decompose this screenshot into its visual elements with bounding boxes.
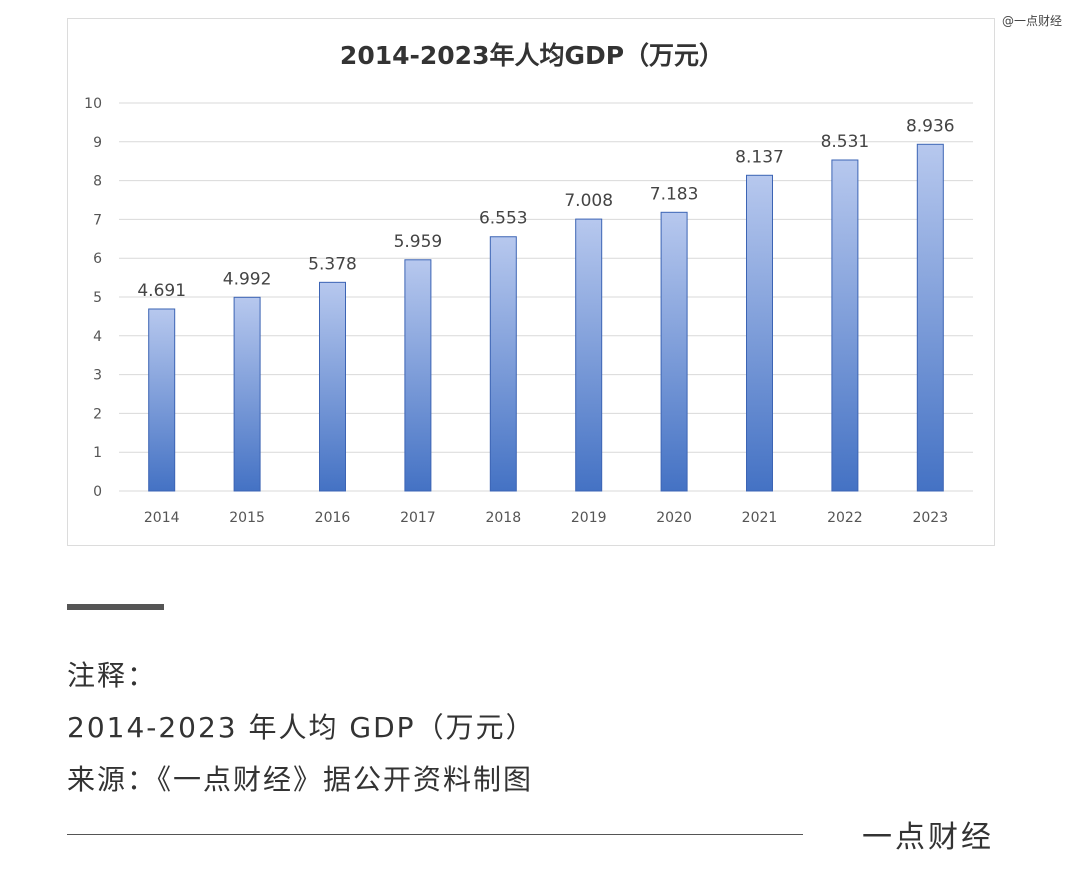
bar-2022 <box>831 159 859 492</box>
data-labels: 4.691 4.992 5.378 5.959 6.553 7.008 7.183 8.137… <box>137 116 954 301</box>
watermark-text: @一点财经 <box>1001 14 1062 28</box>
notes-heading: 注释： <box>67 659 158 692</box>
data-label-2021: 8.137 <box>735 147 784 167</box>
bar-2018 <box>489 236 517 492</box>
footer-divider <box>67 834 803 835</box>
y-tick-label: 0 <box>93 484 102 500</box>
x-tick-label-2023: 2023 <box>912 510 948 526</box>
data-label-2022: 8.531 <box>821 132 870 152</box>
bar-2014 <box>148 308 176 492</box>
x-tick-label-2022: 2022 <box>827 510 863 526</box>
x-tick-label-2020: 2020 <box>656 510 692 526</box>
bar-2019 <box>575 218 603 492</box>
x-axis-ticks: 2014 2015 2016 2017 2018 2019 2020 2021 2022 2023 <box>144 510 948 526</box>
y-tick-label: 3 <box>93 368 102 384</box>
data-label-2019: 7.008 <box>564 191 613 211</box>
x-tick-label-2021: 2021 <box>742 510 778 526</box>
bar-2020 <box>660 211 688 492</box>
x-tick-label-2018: 2018 <box>485 510 521 526</box>
bar-2023 <box>916 143 944 492</box>
x-tick-label-2019: 2019 <box>571 510 607 526</box>
notes-source: 来源：《一点财经》据公开资料制图 <box>67 763 534 796</box>
data-label-2017: 5.959 <box>394 232 443 252</box>
data-label-2018: 6.553 <box>479 209 528 229</box>
data-label-2023: 8.936 <box>906 116 955 136</box>
y-tick-label: 1 <box>93 445 102 461</box>
data-label-2020: 7.183 <box>650 184 699 204</box>
chart-panel: 2014-2023年人均GDP（万元） 0 1 2 3 4 5 6 7 8 9 10 4.691 4.… <box>67 18 995 546</box>
notes-block: 注释： 2014-2023 年人均 GDP（万元） 来源：《一点财经》据公开资料… <box>67 650 536 806</box>
bars <box>148 143 944 492</box>
y-tick-label: 8 <box>93 174 102 190</box>
y-axis-ticks: 0 1 2 3 4 5 6 7 8 9 10 <box>84 96 102 500</box>
x-tick-label-2017: 2017 <box>400 510 436 526</box>
gridlines <box>119 102 973 492</box>
data-label-2015: 4.992 <box>223 269 272 289</box>
y-tick-label: 2 <box>93 406 102 422</box>
y-tick-label: 10 <box>84 96 102 112</box>
x-tick-label-2014: 2014 <box>144 510 180 526</box>
data-label-2016: 5.378 <box>308 254 357 274</box>
x-tick-label-2015: 2015 <box>229 510 265 526</box>
notes-caption: 2014-2023 年人均 GDP（万元） <box>67 711 536 744</box>
y-tick-label: 5 <box>93 290 102 306</box>
bar-2021 <box>746 174 773 492</box>
bar-2016 <box>319 281 346 492</box>
y-tick-label: 4 <box>93 329 102 345</box>
x-tick-label-2016: 2016 <box>315 510 351 526</box>
section-divider <box>67 604 164 610</box>
chart-title: 2014-2023年人均GDP（万元） <box>340 41 724 70</box>
y-tick-label: 7 <box>93 212 102 228</box>
data-label-2014: 4.691 <box>137 281 186 301</box>
y-tick-label: 6 <box>93 251 102 267</box>
y-tick-label: 9 <box>93 135 102 151</box>
bar-2017 <box>404 259 432 492</box>
brand-name: 一点财经 <box>862 820 994 855</box>
bar-2015 <box>233 296 261 492</box>
